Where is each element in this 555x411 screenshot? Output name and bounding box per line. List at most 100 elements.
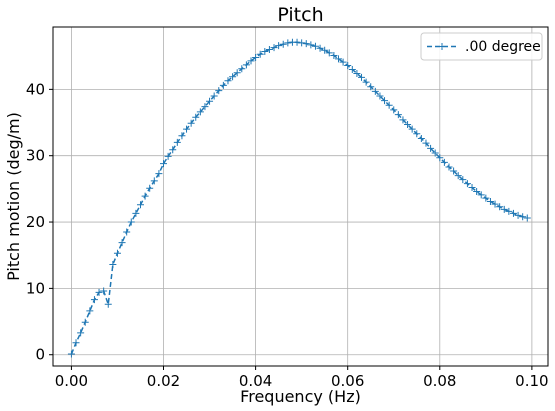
data-point xyxy=(86,307,94,315)
data-point xyxy=(450,167,458,175)
y-tick-label: 30 xyxy=(26,147,45,165)
y-tick-label: 20 xyxy=(26,213,45,231)
x-axis-label: Frequency (Hz) xyxy=(240,387,361,406)
data-point xyxy=(155,170,163,178)
y-tick-label: 10 xyxy=(26,279,45,297)
data-point xyxy=(132,209,140,217)
data-point xyxy=(302,40,310,48)
data-point xyxy=(440,158,448,166)
data-point xyxy=(183,125,191,133)
data-point xyxy=(358,73,366,81)
x-axis: 0.00 0.02 0.04 0.06 0.08 0.10 xyxy=(55,366,549,390)
data-point xyxy=(394,111,402,119)
data-point xyxy=(196,108,204,116)
data-point xyxy=(100,287,108,295)
data-point xyxy=(519,213,527,221)
data-point xyxy=(242,61,250,69)
data-point xyxy=(164,152,172,160)
data-point xyxy=(293,38,301,46)
data-point xyxy=(427,144,435,152)
data-point xyxy=(348,65,356,73)
data-point xyxy=(219,81,227,89)
data-point xyxy=(90,296,98,304)
data-point xyxy=(477,191,485,199)
data-point xyxy=(422,139,430,147)
data-point xyxy=(67,350,75,358)
data-point xyxy=(233,69,241,77)
data-point xyxy=(500,205,508,213)
data-point xyxy=(413,130,421,138)
data-point xyxy=(463,180,471,188)
data-point xyxy=(321,46,329,54)
data-point xyxy=(399,116,407,124)
data-point xyxy=(311,42,319,50)
data-point xyxy=(247,57,255,65)
data-point xyxy=(118,239,126,247)
data-point xyxy=(353,69,361,77)
data-point xyxy=(468,184,476,192)
data-point xyxy=(127,218,135,226)
y-tick-label: 0 xyxy=(35,346,45,364)
data-point xyxy=(77,329,85,337)
data-point xyxy=(381,97,389,105)
data-point xyxy=(339,58,347,66)
legend-entry: .00 degree xyxy=(465,39,541,55)
data-point xyxy=(279,40,287,48)
data-point xyxy=(417,134,425,142)
legend: .00 degree xyxy=(420,32,543,61)
data-point xyxy=(113,249,121,257)
data-point xyxy=(146,184,154,192)
x-tick-label: 0.04 xyxy=(239,372,272,390)
data-point xyxy=(206,97,214,105)
y-axis: 0 10 20 30 40 xyxy=(26,80,53,364)
data-point xyxy=(371,87,379,95)
data-point xyxy=(298,39,306,47)
data-point xyxy=(252,54,260,62)
data-point xyxy=(229,73,237,81)
data-point xyxy=(178,132,186,140)
x-tick-label: 0.10 xyxy=(515,372,548,390)
data-point xyxy=(325,49,333,57)
data-point xyxy=(362,78,370,86)
data-point xyxy=(514,211,522,219)
data-point xyxy=(404,121,412,129)
series-layer xyxy=(67,38,531,358)
data-point xyxy=(104,300,112,308)
grid-lines xyxy=(53,27,548,366)
data-point xyxy=(509,209,517,217)
data-point xyxy=(491,200,499,208)
data-point xyxy=(261,48,269,56)
data-point xyxy=(256,50,264,58)
data-point xyxy=(284,39,292,47)
data-point xyxy=(436,154,444,162)
chart-title: Pitch xyxy=(277,4,323,26)
data-point xyxy=(187,119,195,127)
data-point xyxy=(454,172,462,180)
legend-box xyxy=(420,32,543,61)
data-point xyxy=(316,44,324,52)
data-point xyxy=(192,113,200,121)
legend-marker xyxy=(438,43,446,50)
plot-frame xyxy=(52,26,549,367)
data-point xyxy=(390,106,398,114)
data-point xyxy=(367,83,375,91)
x-tick-label: 0.02 xyxy=(147,372,180,390)
data-point xyxy=(496,203,504,211)
data-point xyxy=(72,339,80,347)
data-point xyxy=(160,160,168,168)
data-point xyxy=(215,87,223,95)
data-point xyxy=(486,197,494,205)
data-point xyxy=(270,44,278,52)
data-point xyxy=(81,318,89,326)
data-point xyxy=(238,65,246,73)
data-point xyxy=(473,188,481,196)
data-point xyxy=(385,101,393,109)
data-point xyxy=(445,163,453,171)
x-tick-label: 0.06 xyxy=(331,372,364,390)
data-point xyxy=(173,138,181,146)
data-point xyxy=(210,92,218,100)
x-tick-label: 0.08 xyxy=(423,372,456,390)
data-point xyxy=(95,288,103,296)
data-point xyxy=(136,201,144,209)
